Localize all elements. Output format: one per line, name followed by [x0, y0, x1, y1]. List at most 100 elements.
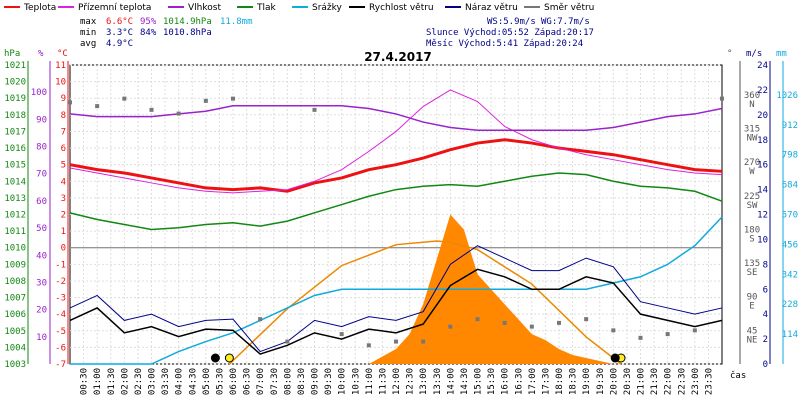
wind-direction-point	[692, 328, 697, 333]
tick-hpa: 1016	[4, 144, 26, 154]
tick-dir-name: SE	[747, 268, 758, 278]
tick-ms: 18	[757, 136, 768, 146]
tick-c: 3	[61, 194, 66, 204]
wind-direction-point	[584, 317, 589, 322]
tick-time: 12:30	[406, 368, 416, 395]
tick-dir-name: W	[749, 167, 755, 177]
tick-c: -1	[55, 260, 66, 270]
tick-time: 12:00	[392, 368, 402, 395]
tick-pct: 20	[36, 306, 47, 316]
tick-time: 09:00	[311, 368, 321, 395]
tick-dir-deg: 45	[747, 326, 758, 336]
tick-time: 16:00	[501, 368, 511, 395]
tick-time: 14:00	[446, 368, 456, 395]
tick-hpa: 1007	[4, 294, 26, 304]
tick-time: 21:00	[637, 368, 647, 395]
tick-c: -6	[55, 343, 66, 353]
tick-time: 18:30	[569, 368, 579, 395]
tick-pct: 60	[36, 197, 47, 207]
tick-time: 15:00	[474, 368, 484, 395]
stat-wg: WG:7.7m/s	[541, 17, 590, 27]
tick-time: 09:30	[324, 368, 334, 395]
tick-pct: 100	[31, 88, 47, 98]
tick-time: 11:30	[378, 368, 388, 395]
wind-direction-point	[285, 339, 290, 344]
series-lines	[69, 89, 723, 365]
stat-max-temp: 6.6°C	[106, 17, 133, 27]
tick-hpa: 1006	[4, 310, 26, 320]
axis-unit-c: °C	[57, 49, 68, 59]
tick-c: 4	[61, 177, 66, 187]
legend-label: Tlak	[256, 3, 277, 13]
tick-ms: 4	[763, 310, 768, 320]
series-line-rychlost-v-tru	[69, 268, 723, 355]
wind-direction-point	[68, 100, 72, 105]
tick-mm: 684	[782, 181, 798, 191]
wind-direction-point	[176, 111, 181, 116]
tick-time: 10:00	[338, 368, 348, 395]
stat-label-min: min	[80, 28, 96, 38]
legend: Teplota Přízemní teplota Vlhkost Tlak Srážky…	[4, 3, 594, 13]
wind-direction-point	[502, 320, 507, 325]
tick-time: 06:00	[229, 368, 239, 395]
tick-mm: 228	[782, 300, 798, 310]
tick-mm: 798	[782, 151, 798, 161]
tick-c: 6	[61, 144, 66, 154]
stat-max-rain: 11.8mm	[220, 17, 253, 27]
tick-dir-deg: 315	[744, 125, 760, 135]
tick-time: 15:30	[487, 368, 497, 395]
tick-ms: 20	[757, 111, 768, 121]
tick-dir-deg: 90	[747, 293, 758, 303]
tick-time: 14:30	[460, 368, 470, 395]
axis-unit-mm: mm	[776, 49, 787, 59]
sun-moon-events	[210, 353, 626, 363]
moonset-marker	[610, 353, 620, 363]
tick-time: 21:30	[650, 368, 660, 395]
grid	[69, 64, 723, 365]
wind-direction-point	[312, 107, 317, 112]
axis-unit-hpa: hPa	[4, 49, 20, 59]
tick-time: 07:30	[270, 368, 280, 395]
tick-time: 06:30	[243, 368, 253, 395]
tick-time: 23:30	[704, 368, 714, 395]
stat-sun: Slunce Východ:05:52 Západ:20:17	[426, 28, 594, 38]
tick-c: -7	[55, 360, 66, 370]
tick-hpa: 1005	[4, 327, 26, 337]
tick-pct: 90	[36, 115, 47, 125]
tick-hpa: 1010	[4, 244, 26, 254]
wind-direction-point	[638, 335, 643, 340]
tick-dir-name: NW	[747, 134, 758, 144]
series-line-p-zemn-teplota	[69, 89, 723, 194]
tick-time: 08:30	[297, 368, 307, 395]
tick-time: 23:00	[691, 368, 701, 395]
legend-label: Srážky	[312, 3, 343, 13]
tick-time: 00:30	[80, 368, 90, 395]
legend-label: Přízemní teplota	[78, 3, 151, 13]
tick-mm: 342	[782, 270, 798, 280]
tick-time: 19:30	[596, 368, 606, 395]
wind-direction-point	[366, 343, 371, 348]
tick-hpa: 1015	[4, 161, 26, 171]
wind-direction-point	[448, 324, 453, 329]
wind-direction-point	[720, 96, 724, 101]
tick-ms: 12	[757, 211, 768, 221]
wind-direction-point	[475, 317, 480, 322]
legend-label: Vlhkost	[188, 3, 221, 13]
tick-c: 1	[61, 227, 66, 237]
wind-direction-point	[122, 96, 127, 101]
tick-pct: 30	[36, 278, 47, 288]
tick-time: 02:00	[120, 368, 130, 395]
tick-time: 18:00	[555, 368, 565, 395]
axis-unit-deg: °	[727, 49, 732, 59]
wind-direction-point	[149, 107, 154, 112]
tick-c: 7	[61, 127, 66, 137]
tick-mm: 912	[782, 121, 798, 131]
tick-time: 20:30	[623, 368, 633, 395]
series-line-n-raz-v-tru	[69, 245, 723, 353]
tick-dir-name: NE	[747, 335, 758, 345]
tick-hpa: 1013	[4, 194, 26, 204]
stat-label-max: max	[80, 17, 97, 27]
tick-time: 10:30	[351, 368, 361, 395]
tick-hpa: 1008	[4, 277, 26, 287]
